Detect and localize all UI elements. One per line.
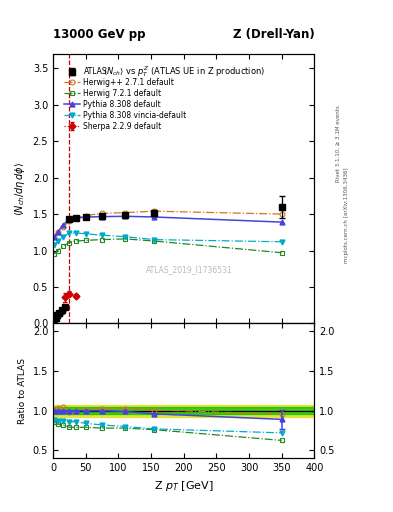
Pythia 8.308 default [83,214,88,220]
Pythia 8.308 default [279,219,284,225]
Herwig++ 2.7.1 default [52,233,57,239]
Y-axis label: $\langle N_{ch}/d\eta\,d\phi\rangle$: $\langle N_{ch}/d\eta\,d\phi\rangle$ [13,161,27,216]
Herwig++ 2.7.1 default [152,208,157,214]
Pythia 8.308 vincia-default [279,239,284,245]
Herwig 7.2.1 default [73,238,78,244]
Herwig 7.2.1 default [55,247,60,253]
Y-axis label: Ratio to ATLAS: Ratio to ATLAS [18,358,27,424]
Text: Z (Drell-Yan): Z (Drell-Yan) [233,28,314,41]
Herwig 7.2.1 default [100,237,105,243]
Herwig 7.2.1 default [279,250,284,256]
Line: Pythia 8.308 vincia-default: Pythia 8.308 vincia-default [52,230,284,248]
Pythia 8.308 vincia-default [55,238,60,244]
Herwig++ 2.7.1 default [61,224,65,230]
X-axis label: Z $p_T$ [GeV]: Z $p_T$ [GeV] [154,479,213,493]
Line: Pythia 8.308 default: Pythia 8.308 default [52,214,284,240]
Pythia 8.308 default [152,214,157,220]
Pythia 8.308 vincia-default [73,230,78,236]
Pythia 8.308 default [123,213,127,219]
Pythia 8.308 vincia-default [123,233,127,240]
Pythia 8.308 vincia-default [67,230,72,236]
Pythia 8.308 default [67,216,72,222]
Legend: ATLAS, Herwig++ 2.7.1 default, Herwig 7.2.1 default, Pythia 8.308 default, Pythi: ATLAS, Herwig++ 2.7.1 default, Herwig 7.… [62,66,188,132]
Line: Herwig 7.2.1 default: Herwig 7.2.1 default [52,237,284,257]
Pythia 8.308 vincia-default [152,237,157,243]
Pythia 8.308 vincia-default [100,232,105,238]
Pythia 8.308 vincia-default [52,242,57,248]
Text: 13000 GeV pp: 13000 GeV pp [53,28,145,41]
Herwig 7.2.1 default [52,251,57,257]
Pythia 8.308 default [73,215,78,221]
Text: Rivet 3.1.10, ≥ 3.1M events: Rivet 3.1.10, ≥ 3.1M events [336,105,341,182]
Line: Herwig++ 2.7.1 default: Herwig++ 2.7.1 default [52,209,284,239]
Herwig 7.2.1 default [123,236,127,242]
Text: ATLAS_2019_I1736531: ATLAS_2019_I1736531 [145,265,232,274]
Text: $\langle N_{ch}\rangle$ vs $p_T^Z$ (ATLAS UE in Z production): $\langle N_{ch}\rangle$ vs $p_T^Z$ (ATLA… [103,65,265,79]
Text: mcplots.cern.ch [arXiv:1306.3436]: mcplots.cern.ch [arXiv:1306.3436] [344,167,349,263]
Herwig++ 2.7.1 default [279,211,284,217]
Herwig 7.2.1 default [67,240,72,246]
Pythia 8.308 vincia-default [83,231,88,237]
Herwig++ 2.7.1 default [55,229,60,236]
Pythia 8.308 vincia-default [61,233,65,240]
Herwig++ 2.7.1 default [83,212,88,219]
Herwig++ 2.7.1 default [73,216,78,222]
Pythia 8.308 default [55,229,60,236]
Bar [53,408,314,414]
Herwig 7.2.1 default [152,238,157,244]
Bar [53,404,314,417]
Pythia 8.308 default [61,222,65,228]
Pythia 8.308 default [100,214,105,220]
Herwig 7.2.1 default [83,237,88,243]
Herwig 7.2.1 default [61,243,65,249]
Herwig++ 2.7.1 default [123,209,127,216]
Herwig++ 2.7.1 default [67,218,72,224]
Herwig++ 2.7.1 default [100,210,105,217]
Pythia 8.308 default [52,234,57,241]
